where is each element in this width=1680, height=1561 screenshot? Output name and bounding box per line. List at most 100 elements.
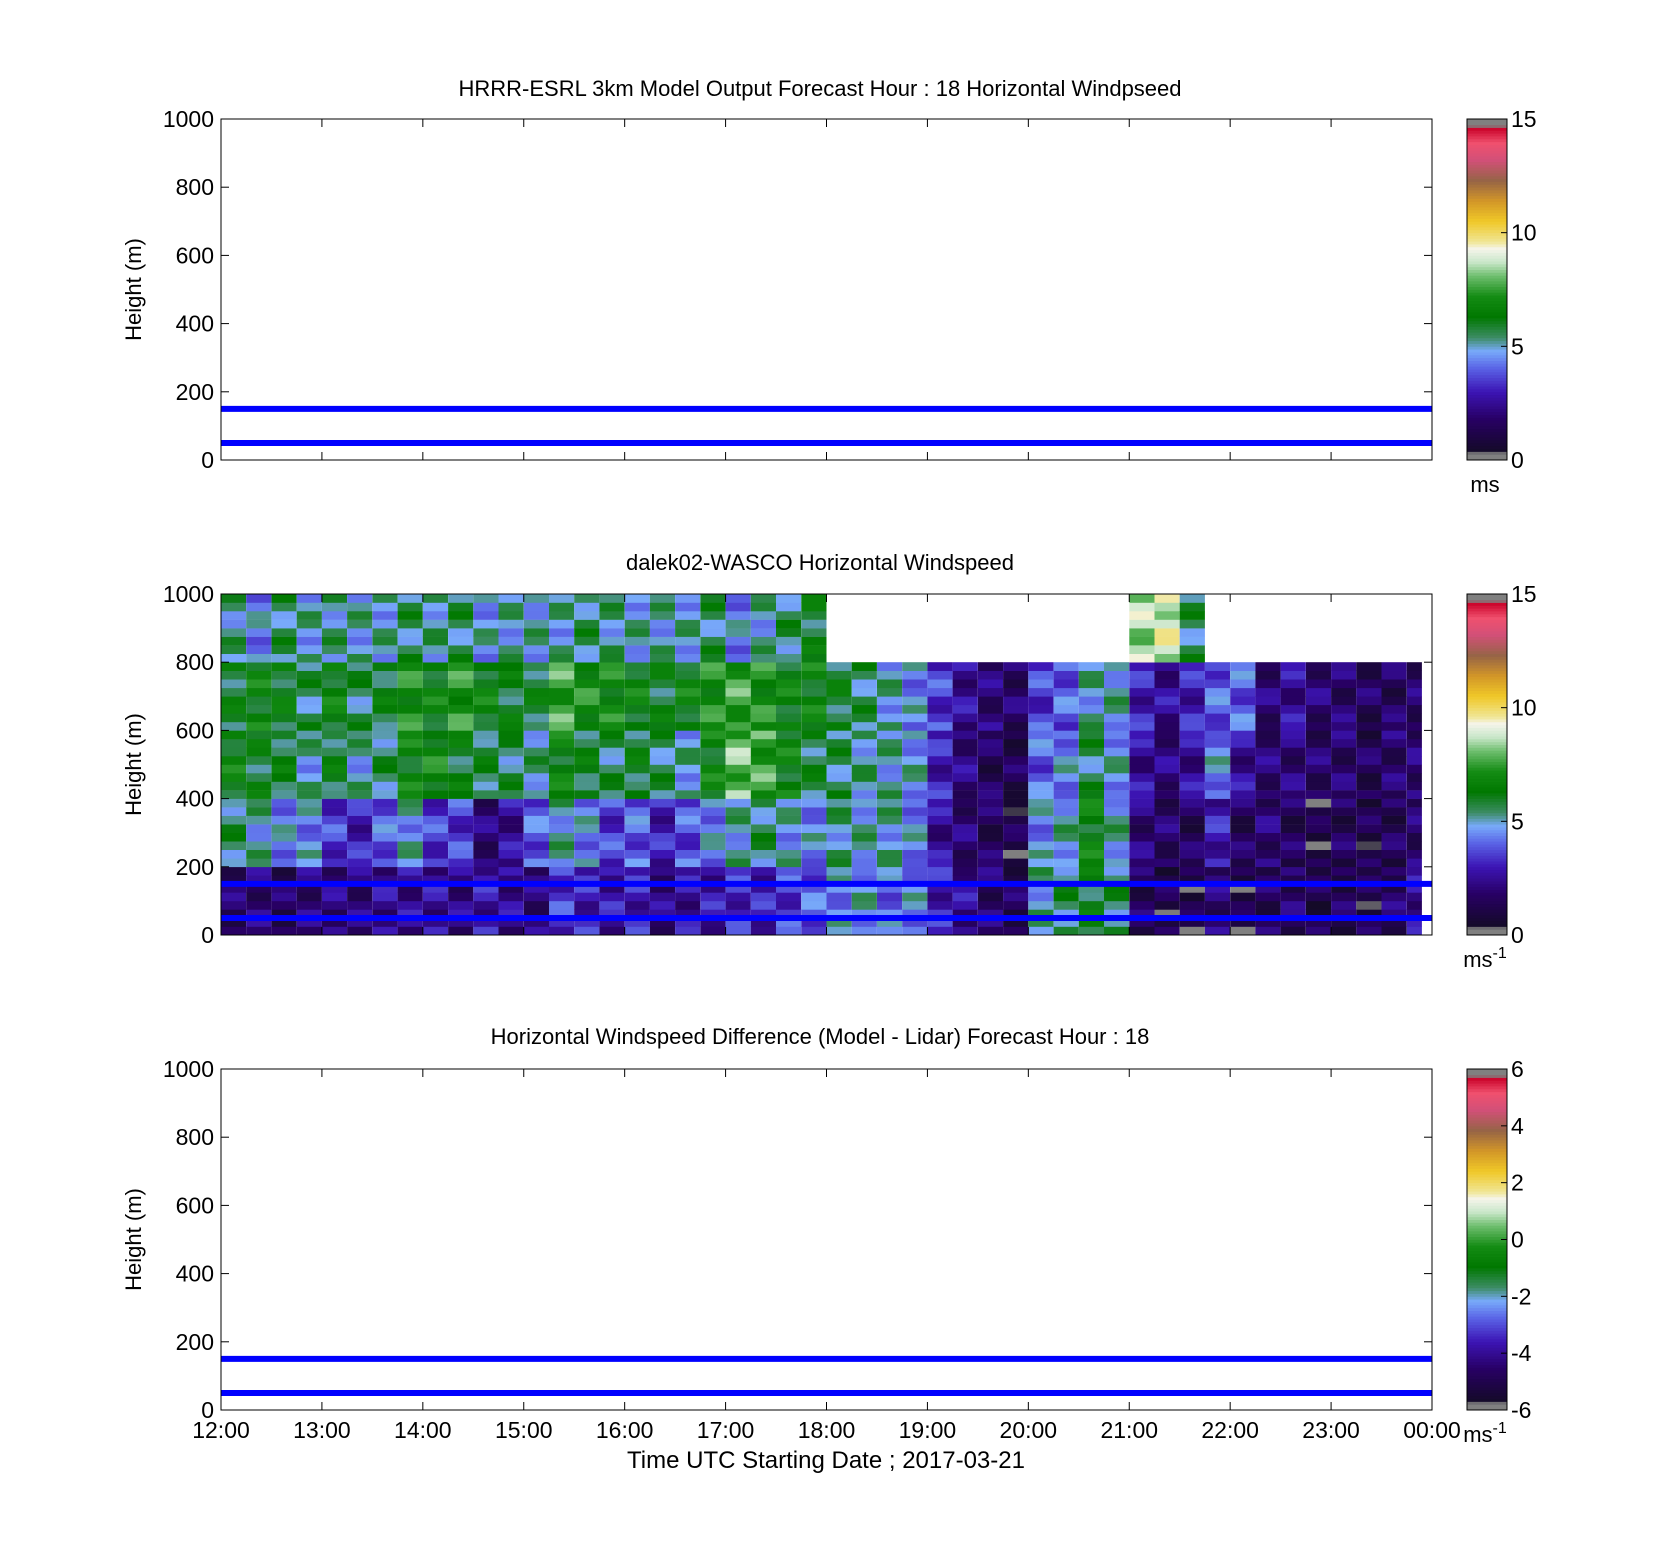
heatmap-cell bbox=[927, 738, 953, 748]
heatmap-cell bbox=[1381, 662, 1407, 671]
heatmap-cell bbox=[1381, 798, 1407, 808]
heatmap-cell bbox=[624, 892, 650, 902]
heatmap-cell bbox=[1255, 670, 1281, 680]
heatmap-cell bbox=[221, 670, 247, 680]
heatmap-cell bbox=[1305, 858, 1332, 868]
heatmap-cell bbox=[1179, 815, 1205, 825]
heatmap-cell bbox=[221, 883, 247, 893]
colorbar-segment bbox=[1467, 1205, 1507, 1209]
heatmap-cell bbox=[1255, 824, 1281, 833]
heatmap-cell bbox=[1331, 883, 1357, 893]
heatmap-cell bbox=[750, 824, 776, 833]
heatmap-cell bbox=[750, 594, 776, 603]
heatmap-cell bbox=[1028, 687, 1054, 697]
heatmap-cell bbox=[624, 619, 650, 629]
colorbar-segment bbox=[1467, 662, 1507, 666]
heatmap-cell bbox=[624, 798, 650, 808]
heatmap-cell bbox=[574, 841, 600, 850]
heatmap-cell bbox=[246, 653, 272, 663]
heatmap-cell bbox=[296, 756, 322, 765]
colorbar-segment bbox=[1467, 363, 1507, 367]
heatmap-cell bbox=[271, 679, 297, 689]
heatmap-cell bbox=[952, 704, 978, 714]
heatmap-cell bbox=[321, 875, 348, 885]
heatmap-cell bbox=[700, 900, 726, 910]
heatmap-cell bbox=[1053, 756, 1079, 765]
heatmap-cell bbox=[977, 883, 1004, 893]
heatmap-cell bbox=[1154, 909, 1180, 919]
heatmap-cell bbox=[952, 747, 978, 757]
heatmap-cell bbox=[347, 841, 373, 850]
heatmap-cell bbox=[1154, 721, 1180, 731]
heatmap-cell bbox=[599, 926, 625, 936]
heatmap-cell bbox=[1280, 764, 1306, 774]
heatmap-cell bbox=[372, 832, 398, 842]
heatmap-cell bbox=[1003, 679, 1029, 689]
heatmap-cell bbox=[725, 756, 751, 765]
heatmap-cell bbox=[1381, 756, 1407, 765]
heatmap-cell bbox=[952, 807, 978, 816]
heatmap-cell bbox=[397, 730, 423, 740]
colorbar-segment bbox=[1467, 682, 1507, 686]
heatmap-cell bbox=[725, 909, 751, 919]
heatmap-cell bbox=[1154, 841, 1180, 850]
colorbar-segment bbox=[1467, 1387, 1507, 1391]
colorbar-tick-label: 15 bbox=[1511, 581, 1537, 607]
heatmap-cell bbox=[1255, 832, 1281, 842]
heatmap-cell bbox=[649, 696, 676, 706]
heatmap-cell bbox=[1280, 713, 1306, 723]
heatmap-cell bbox=[624, 883, 650, 893]
heatmap-cell bbox=[624, 849, 650, 859]
heatmap-cell bbox=[296, 900, 322, 910]
heatmap-cell bbox=[801, 653, 827, 663]
colorbar-segment bbox=[1467, 312, 1507, 316]
heatmap-cell bbox=[574, 747, 600, 757]
panel-title: dalek02-WASCO Horizontal Windspeed bbox=[626, 550, 1014, 575]
heatmap-cell bbox=[1154, 628, 1180, 637]
colorbar-segment bbox=[1467, 1088, 1507, 1093]
heatmap-cell bbox=[422, 849, 448, 859]
heatmap-cell bbox=[549, 892, 575, 902]
heatmap-cell bbox=[952, 866, 978, 876]
heatmap-cell bbox=[221, 866, 247, 876]
heatmap-cell bbox=[1053, 918, 1079, 927]
colorbar-segment bbox=[1467, 192, 1507, 197]
heatmap-cell bbox=[1280, 858, 1306, 868]
colorbar-segment bbox=[1467, 172, 1507, 177]
heatmap-cell bbox=[1078, 773, 1104, 782]
colorbar-segment bbox=[1467, 249, 1507, 253]
heatmap-cell bbox=[1356, 849, 1382, 859]
plot-frame bbox=[220, 1068, 1433, 1411]
heatmap-cell bbox=[221, 696, 247, 706]
heatmap-cell bbox=[397, 849, 423, 859]
colorbar-segment bbox=[1467, 437, 1507, 441]
colorbar-segment bbox=[1467, 827, 1507, 831]
heatmap-cell bbox=[1305, 841, 1332, 850]
heatmap-cell bbox=[826, 747, 852, 757]
heatmap-cell bbox=[750, 892, 776, 902]
colorbar-segment bbox=[1467, 730, 1507, 734]
heatmap-cell bbox=[271, 721, 297, 731]
heatmap-cell bbox=[624, 773, 650, 782]
heatmap-cell bbox=[523, 653, 549, 663]
colorbar-segment bbox=[1467, 1094, 1507, 1098]
heatmap-cell bbox=[422, 926, 448, 936]
heatmap-cell bbox=[725, 713, 751, 723]
heatmap-cell bbox=[296, 892, 322, 902]
x-tick-label: 13:00 bbox=[293, 1417, 351, 1443]
heatmap-cell bbox=[397, 875, 423, 885]
colorbar-segment bbox=[1467, 656, 1507, 660]
heatmap-cell bbox=[372, 781, 398, 791]
heatmap-cell bbox=[246, 756, 272, 765]
heatmap-cell bbox=[1179, 619, 1205, 629]
colorbar-segment bbox=[1467, 829, 1507, 834]
heatmap-cell bbox=[1053, 790, 1079, 799]
heatmap-cell bbox=[397, 824, 423, 833]
heatmap-cell bbox=[776, 696, 802, 706]
heatmap-cell bbox=[801, 807, 827, 816]
heatmap-cell bbox=[246, 773, 272, 782]
colorbar-segment bbox=[1467, 667, 1507, 672]
colorbar-unit-base: ms bbox=[1470, 472, 1499, 497]
heatmap-cell bbox=[321, 909, 348, 919]
